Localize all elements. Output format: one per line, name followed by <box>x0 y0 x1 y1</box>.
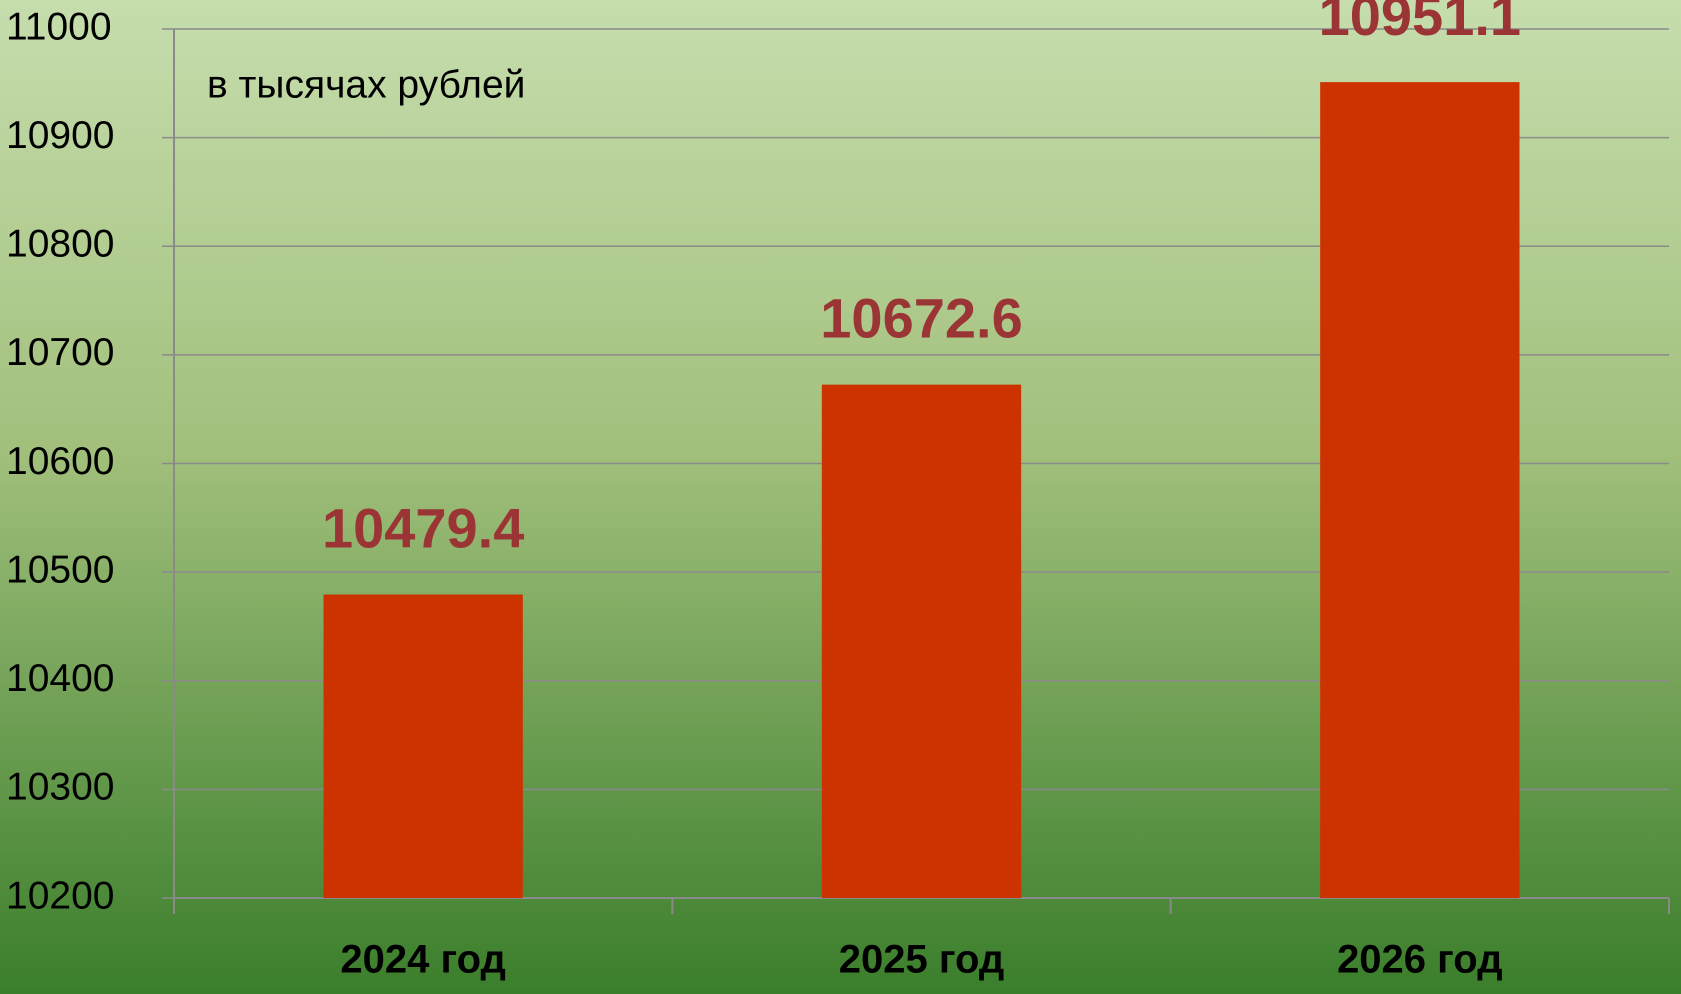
annotation: в тысячах рублей <box>207 63 525 106</box>
value-label: 10951.1 <box>1319 0 1521 47</box>
y-tick-label: 11000 <box>6 5 112 48</box>
y-tick-label: 10300 <box>6 766 114 809</box>
y-tick-label: 10200 <box>6 874 114 917</box>
bar <box>821 384 1022 898</box>
bar <box>1320 82 1520 899</box>
y-tick-label: 10800 <box>6 223 114 266</box>
x-tick-label: 2026 год <box>1337 938 1503 982</box>
y-tick-label: 10700 <box>6 331 114 374</box>
x-tick-label: 2025 год <box>839 938 1005 982</box>
y-tick-label: 10600 <box>6 440 114 483</box>
y-tick-label: 10400 <box>6 657 114 700</box>
bar <box>323 594 523 898</box>
value-label: 10672.6 <box>820 286 1022 349</box>
value-label: 10479.4 <box>322 496 524 559</box>
y-tick-label: 10900 <box>6 114 114 157</box>
x-tick-label: 2024 год <box>340 938 506 982</box>
y-tick-label: 10500 <box>6 548 114 591</box>
